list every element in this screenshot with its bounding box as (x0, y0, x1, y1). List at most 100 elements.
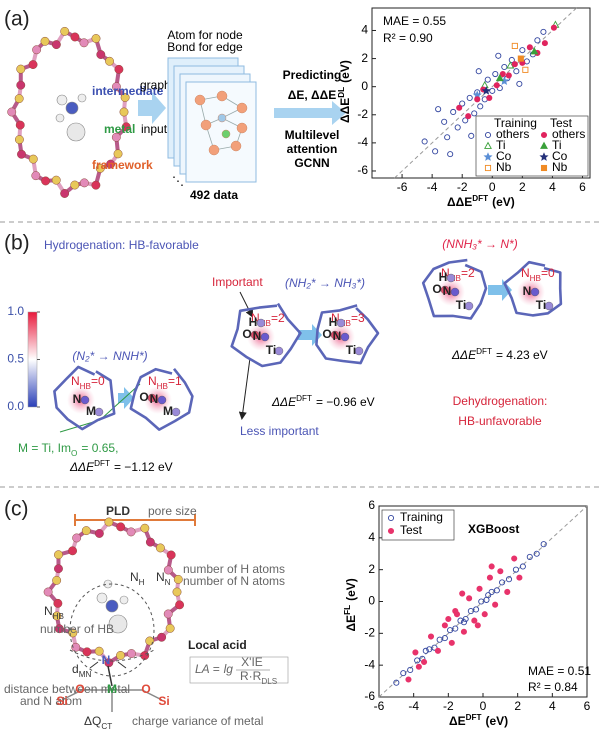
label: NN (156, 570, 171, 586)
label: Important (212, 275, 263, 289)
point (540, 141, 548, 149)
point (459, 100, 466, 107)
text-part: N (331, 311, 340, 325)
point (387, 527, 395, 535)
atom-label: O (141, 682, 150, 696)
bead (14, 94, 24, 104)
point (512, 566, 519, 573)
point (504, 588, 511, 596)
bead (72, 533, 82, 543)
point (513, 68, 520, 75)
point (476, 585, 483, 592)
x-tick-label: 6 (579, 180, 586, 194)
text-part: (eV) (486, 714, 509, 728)
text-part: FL (343, 605, 352, 615)
point (489, 87, 496, 94)
label: Dehydrogenation: (453, 394, 548, 408)
atom-label: Ti (536, 298, 546, 312)
point (485, 592, 492, 599)
site-drawing (61, 583, 163, 712)
bead (70, 32, 80, 42)
point (539, 152, 549, 161)
point (505, 576, 513, 583)
hb-count: NHB=2 (251, 311, 285, 327)
point (456, 104, 463, 111)
x-tick-label: 2 (514, 699, 521, 713)
text-part: = 4.23 eV (496, 348, 548, 362)
point (540, 164, 548, 172)
x-axis-label: ΔEDFT (eV) (449, 713, 508, 729)
text-part: N (521, 266, 530, 280)
label: dMN (72, 662, 91, 678)
text-part: HB (340, 319, 352, 328)
point (484, 131, 492, 139)
bead (53, 598, 63, 608)
bead (126, 649, 136, 658)
y-tick-label: -2 (357, 107, 368, 121)
bead (7, 107, 17, 117)
framework-drawing (43, 517, 185, 668)
atom (147, 393, 157, 403)
bead (60, 26, 70, 36)
point (447, 151, 454, 158)
ellipsis: ⋱ (172, 174, 184, 188)
hb-count: NHB=0 (521, 266, 555, 282)
x-tick-label: 0 (480, 699, 487, 713)
panel-label: (a) (4, 8, 30, 31)
arrow (138, 92, 166, 124)
point (471, 110, 478, 117)
colorbar-tick-label: 0.0 (7, 399, 24, 413)
label: PLD (106, 504, 130, 518)
text-part: HB (530, 274, 542, 283)
text-part: MN (79, 670, 92, 679)
atom (464, 301, 474, 311)
point (466, 94, 473, 101)
atom (119, 595, 129, 605)
atom-label: N (73, 392, 82, 406)
point (495, 52, 502, 59)
hb-count: NHB=1 (148, 374, 182, 390)
bead (16, 64, 26, 74)
label: Multilevel (285, 128, 340, 142)
annotation: R² = 0.90 (383, 31, 433, 45)
legend-label: Nb (496, 160, 512, 174)
point (435, 106, 442, 113)
atom-label: Si (56, 694, 67, 708)
text-part: N (44, 604, 53, 618)
bead (14, 135, 24, 145)
formula-part: X'IE (241, 655, 263, 669)
atom-label: N (333, 329, 342, 343)
legend-label: Nb (552, 160, 568, 174)
colorbar-tick-label: 1.0 (7, 304, 24, 318)
text-part: =0 (541, 266, 555, 280)
point (421, 658, 428, 666)
text-part: ΔΔE (69, 460, 95, 474)
point (460, 619, 467, 626)
label: Atom for node (167, 28, 243, 42)
text-part: ΔE (449, 714, 466, 728)
bead (113, 149, 123, 159)
bead (41, 176, 51, 186)
text-part: DL (337, 87, 346, 98)
point (421, 138, 428, 145)
label: metal (104, 122, 135, 136)
atom (260, 332, 270, 342)
atom (274, 346, 284, 356)
point (484, 76, 491, 83)
point (452, 625, 459, 632)
legend-label: others (552, 127, 585, 141)
text-part: =1 (168, 374, 182, 388)
x-axis-label: ΔΔEDFT (eV) (447, 194, 515, 210)
y-tick-label: 0 (361, 79, 368, 93)
point (471, 617, 478, 624)
text-part: lg (224, 662, 234, 676)
atom (108, 614, 128, 634)
legend-box (381, 509, 455, 541)
panel-label: (b) (4, 232, 30, 255)
label: 492 data (190, 188, 238, 202)
atom (354, 346, 364, 356)
bead (81, 526, 91, 536)
text-part: N (156, 570, 165, 584)
hb-count: NHB=2 (441, 266, 475, 282)
label: Less important (240, 424, 319, 438)
